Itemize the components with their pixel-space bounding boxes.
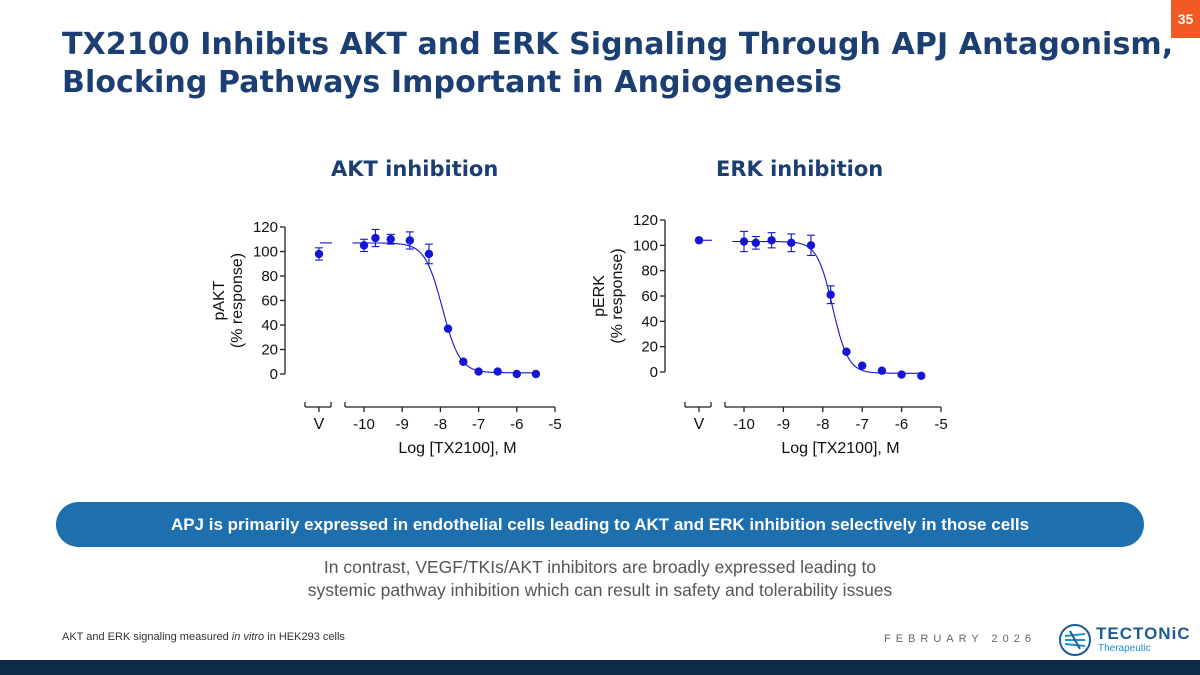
erk-inhibition-chart: 0 20 40 60 80 100 120 pERK (% response) V -10 -9 -8 -…	[591, 212, 948, 457]
erk-fit-curve	[732, 240, 922, 374]
akt-x-tick-label: -10	[353, 416, 375, 433]
akt-x-tick-label: -8	[434, 416, 447, 433]
erk-data-point	[751, 238, 761, 247]
akt-data-point	[405, 236, 415, 245]
slide-number-badge: 35	[1171, 0, 1200, 38]
akt-y-tick-label: 40	[261, 317, 278, 334]
slide-title-line2: Blocking Pathways Important in Angiogene…	[62, 65, 842, 100]
erk-x-tick-label: -9	[777, 416, 790, 433]
erk-x-tick-label: -5	[934, 416, 947, 433]
logo-subtitle: Therapeutic	[1098, 643, 1151, 654]
contrast-note-line2: systemic pathway inhibition which can re…	[307, 580, 893, 600]
erk-y-tick-label: 60	[641, 288, 658, 305]
erk-data-point	[877, 366, 887, 375]
erk-x-tick-label: -7	[856, 416, 869, 433]
erk-data-point	[842, 347, 851, 356]
erk-data-point	[826, 290, 835, 299]
erk-vehicle-point	[694, 236, 704, 245]
erk-chart-title: ERK inhibition	[716, 157, 884, 181]
akt-x-tick-label: -9	[396, 416, 409, 433]
footnote-pre: AKT and ERK signaling measured	[62, 631, 232, 643]
footnote: AKT and ERK signaling measured in vitro …	[62, 631, 345, 643]
akt-y-tick-label: 80	[261, 268, 278, 285]
akt-y-label-line1: pAKT	[211, 280, 228, 320]
erk-y-tick-label: 40	[641, 313, 658, 330]
erk-data-point	[858, 361, 867, 370]
contrast-note-line1: In contrast, VEGF/TKIs/AKT inhibitors ar…	[323, 557, 877, 577]
slide-title: TX2100 Inhibits AKT and ERK Signaling Th…	[62, 26, 1174, 102]
akt-inhibition-chart: 0 20 40 60 80 100 120 pAKT (% response) V -10 -9 -8 -…	[211, 219, 562, 457]
erk-data-point	[917, 371, 926, 380]
akt-x-tick-label: -7	[472, 416, 485, 433]
tectonic-logo: TECTONiC Therapeutic	[1058, 623, 1190, 659]
akt-data-point	[359, 241, 369, 250]
akt-vehicle-point	[314, 249, 324, 259]
erk-y-tick-label: 0	[650, 364, 658, 381]
akt-data-point	[493, 367, 502, 376]
akt-data-point	[459, 357, 468, 366]
erk-y-tick-label: 80	[641, 263, 658, 280]
erk-y-tick-label: 20	[641, 339, 658, 356]
akt-y-tick-label: 60	[261, 293, 278, 310]
erk-data-point	[767, 236, 776, 245]
erk-x-label: Log [TX2100], M	[781, 440, 899, 457]
akt-data-point	[474, 367, 483, 376]
footnote-post: in HEK293 cells	[264, 631, 345, 643]
erk-vehicle-label: V	[694, 416, 705, 433]
akt-y-tick-label: 20	[261, 342, 278, 359]
akt-y-tick-label: 0	[270, 366, 278, 383]
akt-x-tick-label: -5	[548, 416, 561, 433]
akt-vehicle-label: V	[314, 416, 325, 433]
tectonic-logo-icon	[1059, 624, 1091, 656]
erk-data-point	[787, 238, 796, 247]
slide-title-line1: TX2100 Inhibits AKT and ERK Signaling Th…	[62, 27, 1174, 62]
akt-data-point	[371, 233, 380, 243]
footer-bar	[0, 660, 1200, 675]
akt-chart-title: AKT inhibition	[331, 157, 499, 181]
erk-y-label-line2: (% response)	[609, 248, 626, 343]
contrast-note: In contrast, VEGF/TKIs/AKT inhibitors ar…	[200, 556, 1000, 602]
erk-data-point	[806, 241, 816, 250]
akt-fit-curve	[352, 242, 536, 374]
erk-y-tick-label: 120	[633, 212, 658, 229]
footnote-em: in vitro	[231, 631, 265, 643]
akt-y-label-line2: (% response)	[229, 253, 246, 348]
erk-x-tick-label: -6	[895, 416, 908, 433]
erk-x-tick-label: -8	[816, 416, 829, 433]
erk-data-point	[897, 370, 906, 379]
akt-data-point	[443, 324, 453, 333]
akt-y-tick-label: 100	[253, 244, 278, 261]
erk-y-label-line1: pERK	[591, 275, 608, 317]
akt-x-tick-label: -6	[510, 416, 523, 433]
erk-data-point	[739, 237, 749, 246]
akt-data-point	[386, 235, 395, 244]
erk-y-tick-label: 100	[633, 237, 658, 254]
akt-data-point	[531, 369, 541, 379]
akt-data-point	[512, 369, 521, 379]
key-message-banner: APJ is primarily expressed in endothelia…	[56, 502, 1144, 547]
akt-y-tick-label: 120	[253, 219, 278, 236]
logo-name: TECTONiC	[1096, 624, 1191, 643]
akt-x-label: Log [TX2100], M	[398, 440, 516, 457]
presentation-date: FEBRUARY 2026	[884, 633, 1037, 645]
erk-x-tick-label: -10	[733, 416, 755, 433]
akt-data-point	[424, 249, 434, 259]
